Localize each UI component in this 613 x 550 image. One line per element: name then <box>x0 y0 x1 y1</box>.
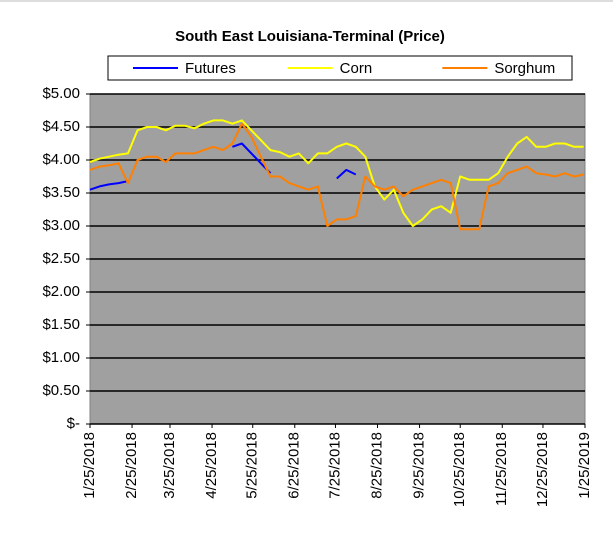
y-tick-label: $5.00 <box>42 85 80 102</box>
y-tick-label: $2.50 <box>42 250 80 267</box>
y-tick-label: $2.00 <box>42 283 80 300</box>
y-tick-label: $4.00 <box>42 151 80 168</box>
x-tick-label: 2/25/2018 <box>123 432 140 499</box>
x-tick-label: 6/25/2018 <box>286 432 303 499</box>
x-tick-label: 9/25/2018 <box>411 432 428 499</box>
y-tick-label: $3.50 <box>42 184 80 201</box>
y-tick-label: $1.50 <box>42 316 80 333</box>
y-tick-label: $- <box>67 415 80 432</box>
y-tick-label: $4.50 <box>42 118 80 135</box>
x-tick-label: 4/25/2018 <box>203 432 220 499</box>
y-tick-label: $3.00 <box>42 217 80 234</box>
legend-label: Sorghum <box>494 60 555 77</box>
x-tick-label: 11/25/2018 <box>493 432 510 506</box>
x-tick-label: 12/25/2018 <box>534 432 551 507</box>
x-tick-label: 1/25/2019 <box>576 432 593 499</box>
x-tick-label: 7/25/2018 <box>326 432 343 499</box>
x-tick-label: 5/25/2018 <box>244 432 261 499</box>
legend-label: Corn <box>340 60 373 77</box>
series-line <box>89 119 584 227</box>
x-tick-label: 3/25/2018 <box>161 432 178 499</box>
legend-label: Futures <box>185 60 236 77</box>
y-tick-label: $1.00 <box>42 349 80 366</box>
y-tick-label: $0.50 <box>42 382 80 399</box>
legend-box <box>107 55 573 81</box>
x-tick-label: 10/25/2018 <box>451 432 468 507</box>
x-tick-label: 8/25/2018 <box>368 432 385 499</box>
chart-title: South East Louisiana-Terminal (Price) <box>175 28 445 45</box>
series-line <box>89 122 584 231</box>
series-line <box>89 142 357 191</box>
x-tick-label: 1/25/2018 <box>81 432 98 499</box>
